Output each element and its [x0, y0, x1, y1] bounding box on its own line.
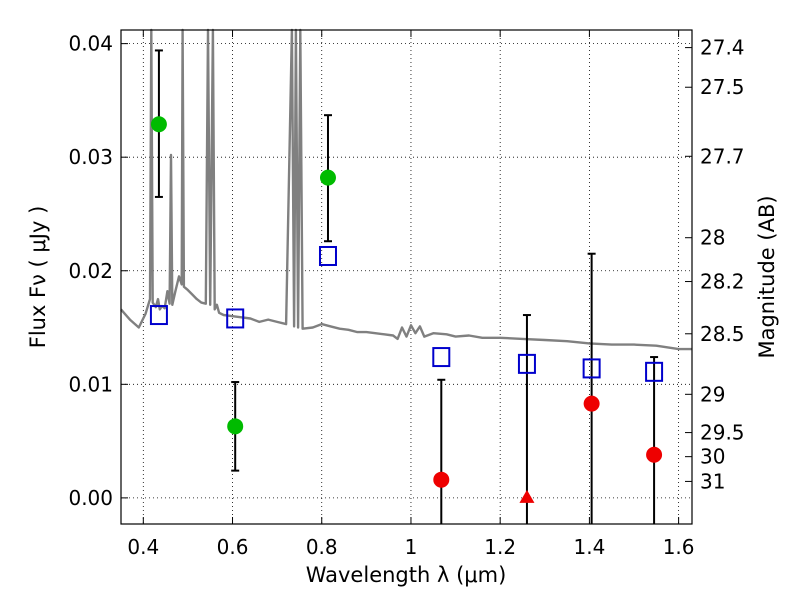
model-point-square	[582, 358, 601, 379]
x-tick-label: 1.4	[573, 535, 605, 559]
model-point-square	[645, 361, 664, 382]
data-point-circle	[319, 169, 336, 186]
model-point-square	[432, 347, 451, 368]
y-axis-label: Flux Fν ( μJy )	[26, 206, 50, 349]
right-tick-label: 29	[700, 382, 725, 406]
right-tick-label: 28.5	[700, 322, 745, 346]
data-point-circle	[433, 471, 450, 488]
x-tick-label: 1	[405, 535, 418, 559]
right-tick-label: 30	[700, 445, 725, 469]
y-tick-label: 0.00	[68, 486, 113, 510]
x-tick-label: 1.2	[484, 535, 516, 559]
y-tick-label: 0.03	[68, 145, 113, 169]
right-tick-label: 28	[700, 226, 725, 250]
x-tick-label: 0.6	[217, 535, 249, 559]
data-point-triangle	[519, 489, 535, 503]
x-tick-label: 0.8	[306, 535, 338, 559]
model-point-square	[318, 245, 337, 266]
right-tick-label: 27.7	[700, 144, 745, 168]
right-tick-label: 27.4	[700, 36, 745, 60]
right-tick-label: 29.5	[700, 421, 745, 445]
right-tick-label: 28.2	[700, 270, 745, 294]
x-tick-label: 1.6	[663, 535, 695, 559]
data-point-circle	[583, 395, 600, 412]
y-tick-label: 0.04	[68, 32, 113, 56]
plot-frame	[120, 29, 693, 525]
y-tick-label: 0.01	[68, 372, 113, 396]
right-axis-label: Magnitude (AB)	[755, 195, 779, 358]
x-tick-label: 0.4	[127, 535, 159, 559]
data-point-circle	[227, 418, 244, 435]
y-tick-label: 0.02	[68, 259, 113, 283]
marker-layer	[149, 49, 664, 524]
right-tick-label: 27.5	[700, 75, 745, 99]
model-spectrum-line	[120, 28, 692, 351]
model-point-square	[149, 305, 168, 326]
spectrum-layer	[120, 28, 692, 351]
model-point-square	[226, 308, 245, 329]
data-point-circle	[646, 446, 663, 463]
tick-layer: 0.4 0.6 0.8 1 1.2 1.4 1.6 0.00 0.01 0.02 0.03 0.04 2…	[68, 30, 745, 559]
model-point-square	[517, 353, 536, 374]
x-axis-label: Wavelength λ (μm)	[306, 563, 507, 587]
data-point-circle	[150, 116, 167, 133]
right-tick-label: 31	[700, 469, 725, 493]
